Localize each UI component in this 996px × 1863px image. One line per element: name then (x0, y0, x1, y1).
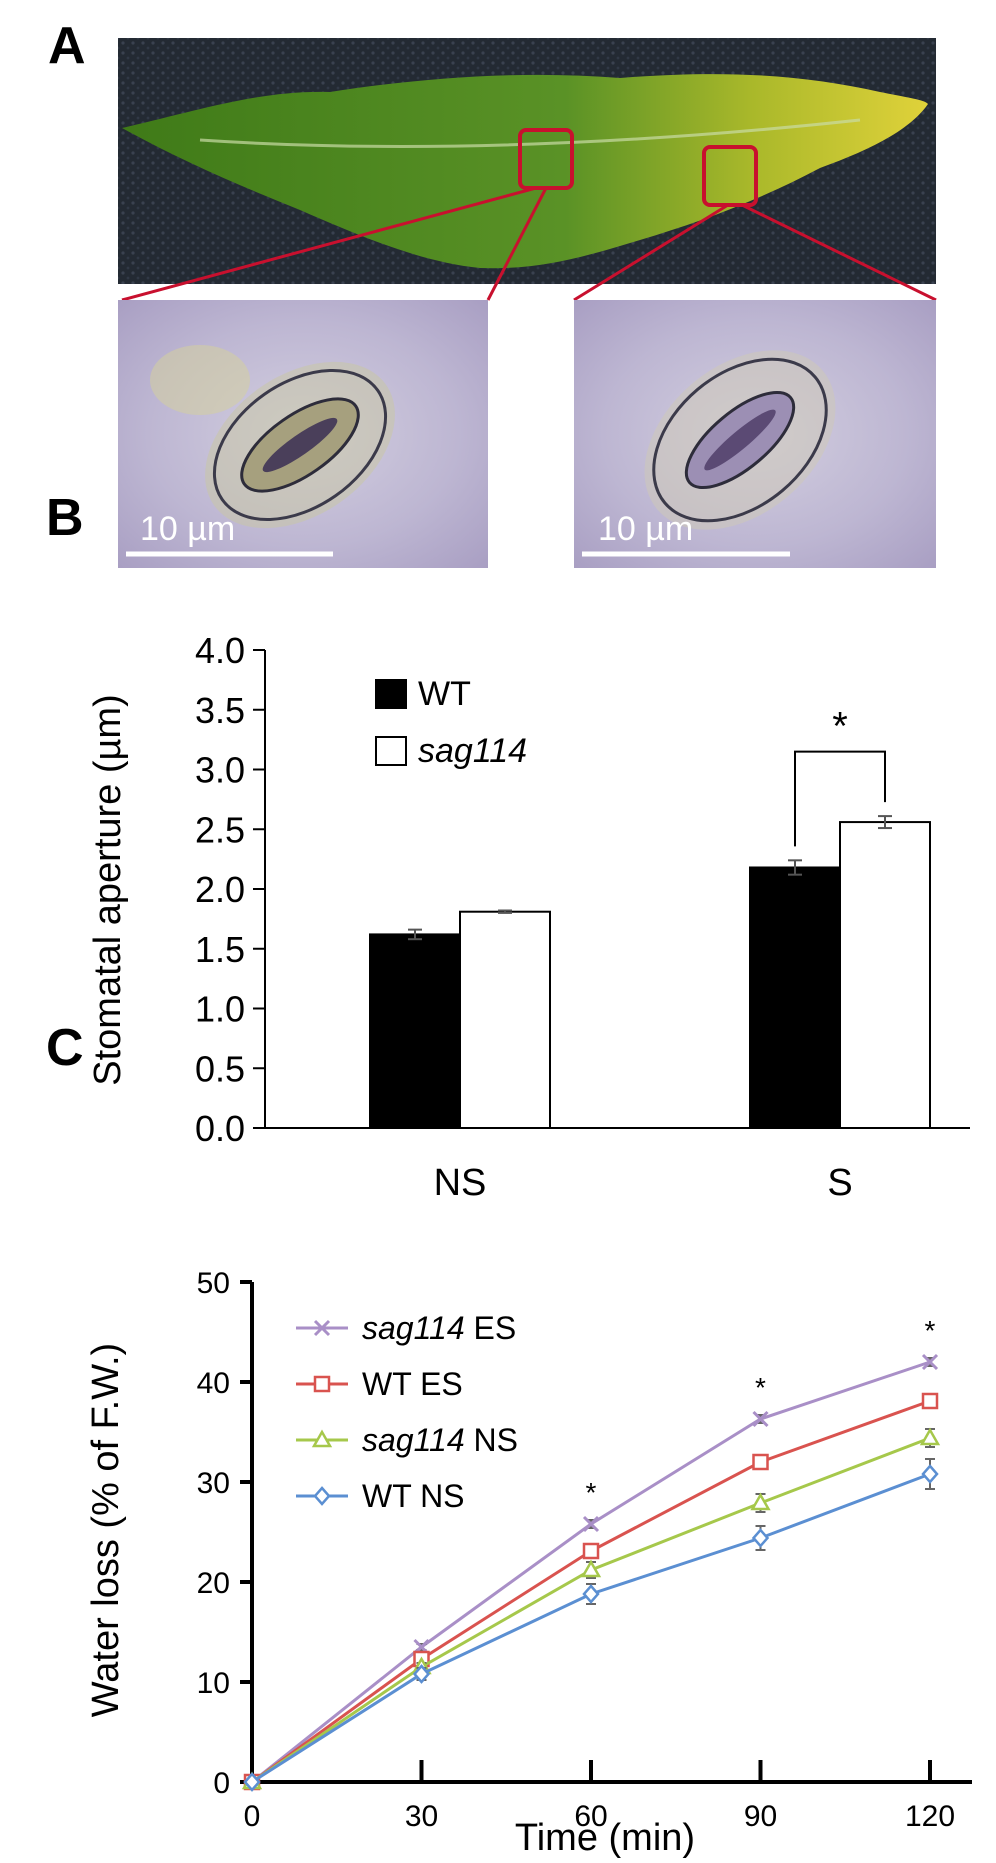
b-x-tick-label-ns: NS (434, 1162, 487, 1204)
c-data-point (580, 1559, 602, 1578)
b-y-tick-label: 2.0 (195, 869, 245, 910)
c-legend-label: sag114 ES (362, 1310, 516, 1346)
zoom-line-left-b (486, 187, 548, 301)
c-y-tick-label: 10 (197, 1667, 230, 1700)
b-legend-swatch-wt (375, 679, 407, 709)
b-y-tick-label: 0.0 (195, 1108, 245, 1149)
line-chart: 0 10 20 30 40 50 0 30 60 90 120 * * * Water loss (%… (85, 1267, 972, 1859)
b-legend-label-wt: WT (418, 675, 471, 713)
c-legend-marker (313, 1319, 331, 1337)
c-legend-marker (311, 1429, 333, 1448)
c-data-point (921, 1464, 939, 1484)
c-data-point (243, 1772, 261, 1792)
zoom-line-left-a (121, 186, 537, 302)
leaf-midrib (199, 118, 861, 148)
bar-chart: 0.0 0.5 1.0 1.5 2.0 2.5 3.0 3.5 4.0 NS S Stomatal… (87, 630, 970, 1204)
b-legend-label-sag114: sag114 (418, 732, 527, 770)
c-y-tick-label: 50 (197, 1267, 230, 1300)
b-significance-asterisk: * (832, 705, 848, 749)
b-x-tick-label-s: S (827, 1162, 852, 1204)
zoom-line-right-a (573, 203, 729, 302)
c-x-tick-label: 60 (574, 1800, 607, 1833)
micrograph-right: 10 µm (574, 300, 936, 568)
c-x-axis-title: Time (min) (515, 1817, 695, 1859)
c-x-tick-label: 120 (905, 1800, 955, 1833)
c-significance-asterisk: * (755, 1372, 766, 1403)
c-data-point (582, 1584, 600, 1604)
b-legend-swatch-sag114 (375, 736, 407, 766)
c-data-point (921, 1392, 939, 1410)
c-y-tick-label: 40 (197, 1367, 230, 1400)
c-significance-asterisk: * (586, 1477, 597, 1508)
b-y-axis-title: Stomatal aperture (µm) (87, 694, 129, 1085)
c-y-axis-title: Water loss (% of F.W.) (85, 1343, 127, 1717)
micrograph-left: 10 µm (118, 300, 488, 568)
c-y-tick-label: 20 (197, 1567, 230, 1600)
c-data-point (750, 1492, 771, 1511)
c-y-tick-label: 0 (213, 1767, 230, 1800)
panel-b-label: B (46, 489, 84, 547)
c-data-point (412, 1664, 431, 1684)
panel-c-label: C (46, 1019, 84, 1077)
b-y-tick-label: 3.5 (195, 690, 245, 731)
c-data-point (751, 1528, 770, 1548)
c-legend-label: WT ES (362, 1366, 463, 1402)
c-x-tick-label: 30 (405, 1800, 438, 1833)
c-data-point (919, 1427, 941, 1446)
c-legend-marker (313, 1486, 331, 1506)
b-bar-wt-s (749, 866, 841, 1129)
b-significance-bracket (794, 750, 886, 847)
scale-bar-label-left: 10 µm (140, 510, 235, 548)
c-legend-marker (313, 1375, 331, 1393)
c-legend: sag114 ES WT ES sag114 NS WT NS (296, 1310, 518, 1514)
c-y-tick-label: 30 (197, 1467, 230, 1500)
b-bar-sag114-ns (459, 910, 551, 1130)
c-data-point (582, 1515, 600, 1533)
scale-bar-label-right: 10 µm (598, 510, 693, 548)
c-legend-label: sag114 NS (362, 1422, 518, 1458)
b-y-tick-label: 1.0 (195, 989, 245, 1030)
b-y-tick-label: 2.5 (195, 809, 245, 850)
b-y-tick-label: 4.0 (195, 630, 245, 671)
c-significance-asterisk: * (925, 1315, 936, 1346)
zoom-line-right-b (741, 203, 937, 302)
c-x-tick-label: 0 (244, 1800, 261, 1833)
c-x-tick-label: 90 (744, 1800, 777, 1833)
c-data-point (921, 1353, 939, 1371)
leaf-photo (118, 38, 937, 302)
b-bar-sag114-s (839, 821, 931, 1130)
c-data-point (752, 1453, 769, 1471)
panel-a-label: A (48, 17, 86, 75)
zoom-box-yellow (702, 145, 758, 207)
b-y-tick-label: 0.5 (195, 1048, 245, 1089)
c-data-point (752, 1410, 769, 1428)
b-bar-wt-ns (369, 933, 461, 1129)
leaf-shape (122, 74, 928, 269)
b-y-tick-label: 1.5 (195, 929, 245, 970)
c-legend-label: WT NS (362, 1478, 465, 1514)
c-data-point (582, 1542, 600, 1560)
b-y-tick-label: 3.0 (195, 750, 245, 791)
